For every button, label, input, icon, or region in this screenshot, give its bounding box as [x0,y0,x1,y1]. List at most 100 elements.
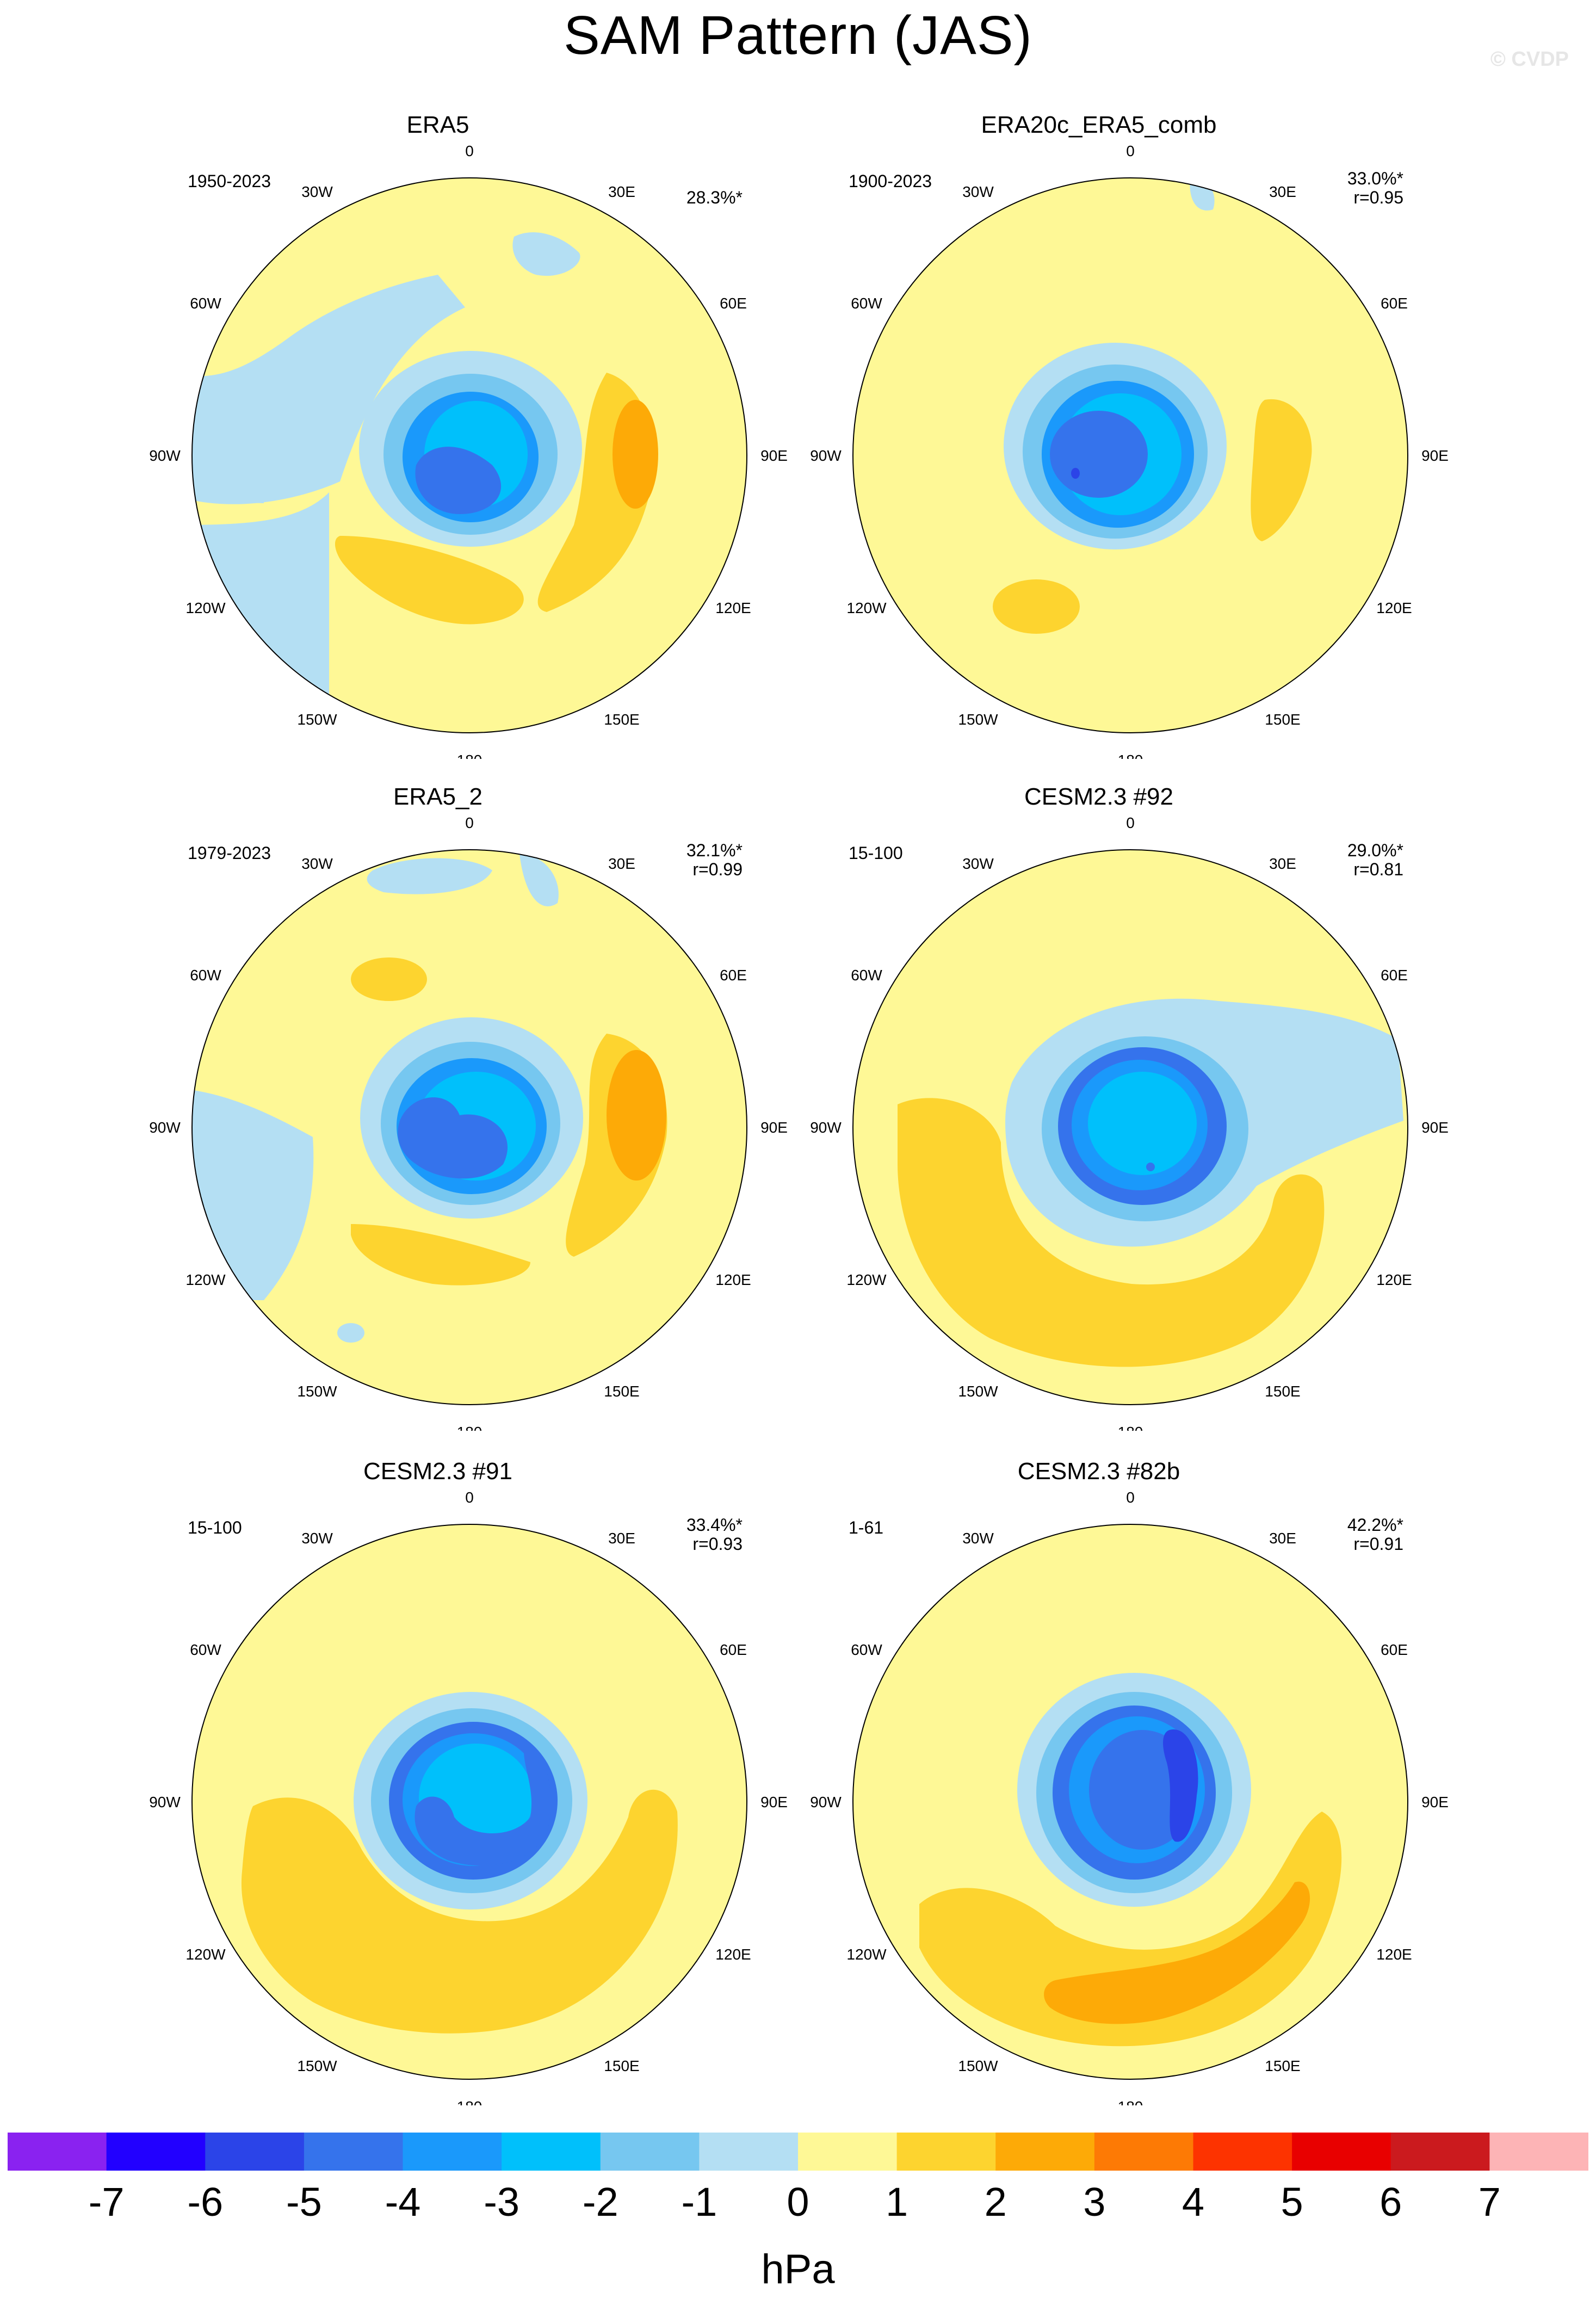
longitude-label: 60W [190,295,221,312]
colorbar-swatch [699,2133,799,2171]
longitude-label: 120W [185,1946,226,1963]
longitude-label: 180 [1118,752,1143,759]
panel-percent-variance: 32.1%* [686,841,743,860]
longitude-label: 60E [1381,967,1408,984]
longitude-label: 180 [457,2098,482,2105]
longitude-label: 30E [1269,855,1296,872]
longitude-label: 120W [846,1271,887,1288]
longitude-label: 90W [810,447,842,464]
map-panel-cesm2-3-92: CESM2.3 #92 15-100 29.0%* r=0.81 0 30E 60E… [718,783,1480,1431]
longitude-label: 180 [457,752,482,759]
longitude-label: 90W [149,447,181,464]
colorbar-swatch [1193,2133,1292,2171]
panel-pattern-correlation: r=0.93 [692,1534,743,1554]
panel-pattern-correlation: r=0.91 [1353,1534,1403,1554]
colorbar-swatch [1390,2133,1490,2171]
map-panel-cesm2-3-82b: CESM2.3 #82b 1-61 42.2%* r=0.91 0 30E 60E 9… [718,1458,1480,2105]
longitude-label: 60E [720,967,747,984]
colorbar-swatch [403,2133,502,2171]
pressure-anomaly-field [853,850,1408,1405]
longitude-label: 120W [846,1946,887,1963]
longitude-label: 60E [1381,1641,1408,1658]
longitude-label: 150W [958,1383,998,1400]
colorbar-swatch [205,2133,305,2171]
longitude-label: 90E [760,447,788,464]
colorbar-tick-label: -4 [385,2179,421,2224]
panel-pattern-correlation: r=0.95 [1353,188,1403,207]
panel-title: ERA5 [406,112,469,138]
colorbar-tick-label: -3 [484,2179,520,2224]
map-panel-era5-2: ERA5_2 1979-2023 32.1%* r=0.99 0 30E 60E 90… [57,783,819,1431]
longitude-label: 120E [1376,600,1412,616]
colorbar-tick-label: 4 [1181,2179,1205,2224]
longitude-label: 30W [301,1530,333,1547]
colorbar-tick-label: 1 [886,2179,908,2224]
pressure-anomaly-field [192,1524,747,2079]
longitude-label: 30W [301,855,333,872]
polar-map: 0 30E 60E 90E 120E 150E 180 150W 120W 90W 60W 30W [810,814,1449,1431]
map-panel-era5: ERA5 1950-2023 28.3%* 0 30E 60E 90E 120E 150E… [57,112,819,759]
polar-map: 0 30E 60E 90E 120E 150E 180 150W 120W 90W 60W 30W [149,143,788,759]
colorbar-swatch [896,2133,996,2171]
longitude-label: 150W [297,2057,337,2074]
colorbar-swatch [1292,2133,1391,2171]
longitude-label: 150W [958,711,998,728]
watermark: © CVDP [1490,48,1569,71]
colorbar-swatch [502,2133,601,2171]
longitude-label: 120E [1376,1271,1412,1288]
colorbar-swatch [1489,2133,1588,2171]
longitude-label: 30W [962,855,994,872]
longitude-label: 150E [1265,1383,1300,1400]
longitude-label: 60W [851,1641,882,1658]
colorbar-swatch [798,2133,898,2171]
colorbar-swatch [600,2133,700,2171]
longitude-label: 30W [962,1530,994,1547]
panel-title: ERA20c_ERA5_comb [981,112,1217,138]
longitude-labels: 0 30E 60E 90E 120E 150E 180 150W 120W 90W 60W 30W [810,143,1449,759]
longitude-label: 60W [190,1641,221,1658]
longitude-label: 30E [1269,183,1296,200]
panel-percent-variance: 33.0%* [1347,169,1403,188]
longitude-label: 90E [1421,447,1449,464]
longitude-labels: 0 30E 60E 90E 120E 150E 180 150W 120W 90W 60W 30W [149,814,788,1431]
longitude-label: 150W [297,711,337,728]
longitude-label: 0 [1126,143,1135,159]
colorbar-tick-label: 5 [1280,2179,1303,2224]
colorbar-swatch [304,2133,404,2171]
panel-title: ERA5_2 [393,783,482,810]
longitude-label: 90W [149,1119,181,1136]
longitude-label: 60E [720,295,747,312]
panel-period: 1950-2023 [188,171,271,191]
longitude-label: 60W [851,295,882,312]
longitude-label: 60W [851,967,882,984]
polar-map: 0 30E 60E 90E 120E 150E 180 150W 120W 90W 60W 30W [149,1489,788,2105]
longitude-label: 120E [715,1271,751,1288]
panel-period: 1900-2023 [849,171,932,191]
colorbar-tick-label: 2 [984,2179,1007,2224]
longitude-label: 30W [962,183,994,200]
colorbar-tick-label: -5 [286,2179,322,2224]
longitude-label: 120E [715,1946,751,1963]
longitude-label: 180 [1118,1424,1143,1431]
longitude-label: 90E [760,1119,788,1136]
longitude-label: 150E [604,1383,639,1400]
longitude-labels: 0 30E 60E 90E 120E 150E 180 150W 120W 90W 60W 30W [810,1489,1449,2105]
colorbar-tick-label: -6 [187,2179,224,2224]
polar-map: 0 30E 60E 90E 120E 150E 180 150W 120W 90W 60W 30W [149,814,788,1431]
colorbar-swatch [8,2133,107,2171]
longitude-label: 120W [185,1271,226,1288]
pressure-anomaly-field [853,178,1408,733]
longitude-label: 60E [1381,295,1408,312]
longitude-label: 30W [301,183,333,200]
longitude-label: 150E [604,711,639,728]
longitude-label: 120W [185,600,226,616]
longitude-label: 90W [810,1794,842,1810]
longitude-label: 0 [1126,814,1135,831]
longitude-label: 120W [846,600,887,616]
colorbar-swatch [106,2133,206,2171]
longitude-label: 30E [608,1530,635,1547]
map-panel-cesm2-3-91: CESM2.3 #91 15-100 33.4%* r=0.93 0 30E 60E… [57,1458,819,2105]
longitude-labels: 0 30E 60E 90E 120E 150E 180 150W 120W 90W 60W 30W [810,814,1449,1431]
longitude-label: 90E [1421,1119,1449,1136]
longitude-label: 0 [1126,1489,1135,1506]
